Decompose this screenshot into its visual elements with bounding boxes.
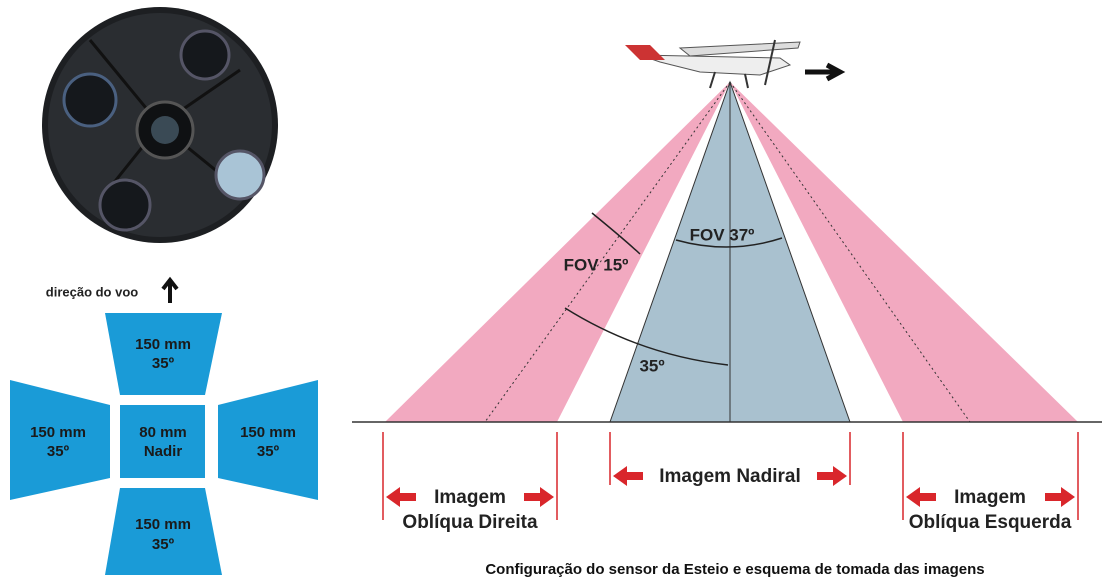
angle: 35º: [152, 536, 175, 553]
focal: 150 mm: [135, 336, 191, 353]
box-center: [120, 405, 205, 478]
caption: Configuração do sensor da Esteio e esque…: [485, 561, 984, 578]
footprint-label: Imagem: [954, 487, 1026, 508]
label: Nadir: [144, 443, 183, 460]
flight-direction: direção do voo: [46, 284, 139, 299]
footprint-label: Oblíqua Direita: [402, 512, 538, 533]
fov-nadir: FOV 37º: [690, 225, 755, 244]
flight-arrow: [805, 65, 840, 79]
footprint-label: Imagem Nadiral: [659, 466, 801, 487]
footprint-label: Oblíqua Esquerda: [909, 512, 1072, 533]
airplane: [625, 40, 800, 88]
angle: 35º: [47, 443, 70, 460]
camera-housing: [42, 7, 278, 243]
tilt-angle: 35º: [639, 356, 664, 375]
focal: 150 mm: [135, 516, 191, 533]
angle: 35º: [257, 443, 280, 460]
angle: 35º: [152, 355, 175, 372]
focal: 80 mm: [139, 424, 187, 441]
up-arrow: [163, 280, 177, 303]
focal: 150 mm: [240, 424, 296, 441]
diagram: direção do voo 150 mm 35º 150 mm 35º 80 …: [0, 0, 1102, 578]
footprint-label: Imagem: [434, 487, 506, 508]
focal: 150 mm: [30, 424, 86, 441]
fov-oblique: FOV 15º: [564, 255, 629, 274]
